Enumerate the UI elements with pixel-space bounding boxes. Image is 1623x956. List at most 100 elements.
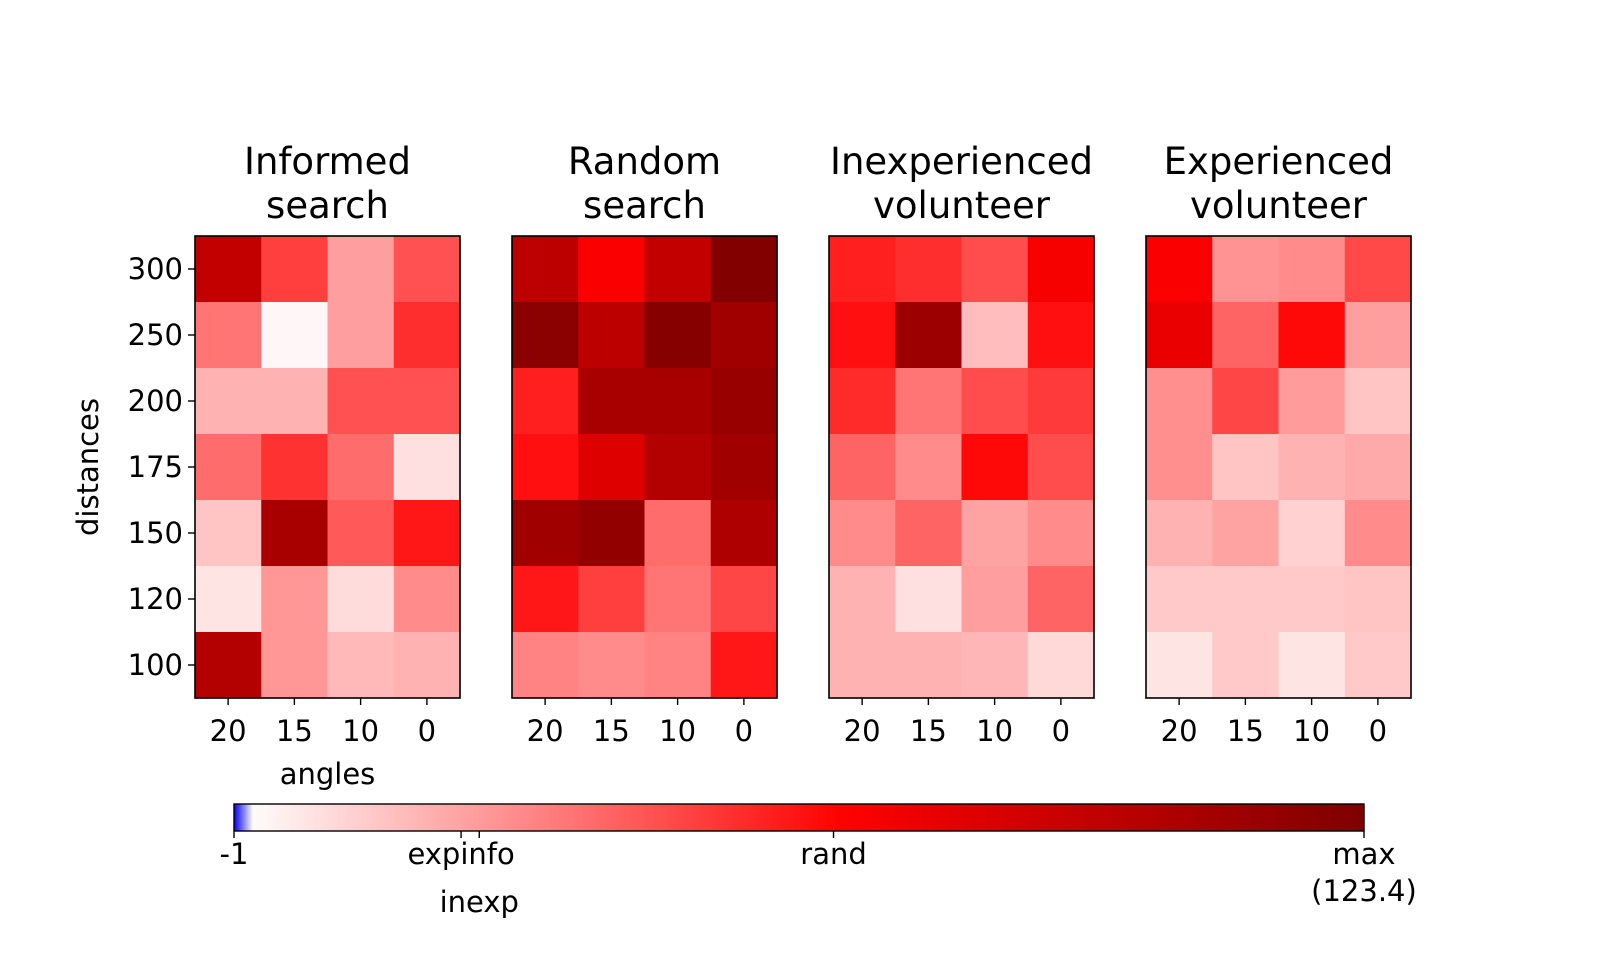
heatmap-cell: [710, 434, 778, 501]
heatmap-cell: [1212, 302, 1280, 369]
heatmap-cell: [1212, 566, 1280, 633]
panel-frame: [1145, 235, 1412, 699]
heatmap-cell: [961, 302, 1029, 369]
heatmap-cell: [1027, 632, 1095, 699]
heatmap-cell: [393, 566, 461, 633]
heatmap-cell: [895, 434, 963, 501]
heatmap-cell: [1278, 302, 1346, 369]
heatmap-cell: [1146, 434, 1213, 501]
heatmap-cell: [578, 500, 646, 567]
heatmap-cell: [327, 302, 395, 369]
heatmap-cell: [327, 500, 395, 567]
colorbar-tick-label-line: inexp: [440, 885, 519, 919]
heatmap-cell: [1278, 434, 1346, 501]
heatmap-cell: [1027, 368, 1095, 435]
heatmap-cell: [261, 632, 329, 699]
colorbar-fill: [234, 804, 1364, 831]
colorbar-tick-label: max (123.4): [1311, 837, 1417, 908]
heatmap-cell: [710, 236, 778, 303]
y-tick-label: 175: [128, 450, 183, 484]
heatmap-cell: [1278, 566, 1346, 633]
x-tick-label: 10: [659, 714, 696, 748]
heatmap-cell: [961, 434, 1029, 501]
x-tick-label: 20: [844, 714, 881, 748]
heatmap-cell: [512, 302, 579, 369]
panel-title-line: search: [266, 184, 389, 227]
y-tick-label: 120: [128, 582, 183, 616]
heatmap-cell: [644, 302, 712, 369]
heatmap-cell: [512, 236, 579, 303]
heatmap-cell: [829, 566, 896, 633]
heatmap-cell: [195, 434, 262, 501]
x-tick-label: 15: [276, 714, 313, 748]
heatmap-cell: [393, 632, 461, 699]
heatmap-cell: [195, 236, 262, 303]
heatmap-cell: [710, 500, 778, 567]
y-tick-label: 200: [128, 384, 183, 418]
heatmap-cell: [895, 302, 963, 369]
heatmap-cell: [327, 632, 395, 699]
heatmap-cell: [327, 566, 395, 633]
y-axis-label: distances: [71, 398, 105, 536]
heatmap-cell: [829, 500, 896, 567]
heatmap-cell: [1278, 632, 1346, 699]
heatmap-cell: [578, 302, 646, 369]
heatmap-cell: [1344, 566, 1412, 633]
heatmap-cell: [961, 368, 1029, 435]
panel-frame: [828, 235, 1095, 699]
y-tick-label: 100: [128, 648, 183, 682]
heatmap-cell: [895, 566, 963, 633]
heatmap-cell: [195, 500, 262, 567]
heatmap-cell: [261, 302, 329, 369]
heatmap-cell: [1212, 236, 1280, 303]
heatmap-cell: [1146, 500, 1213, 567]
heatmap-cell: [578, 236, 646, 303]
colorbar-tick-label-line: rand: [800, 837, 866, 871]
x-tick-label: 0: [735, 714, 753, 748]
panel-frame: [511, 235, 778, 699]
heatmap-cell: [1344, 302, 1412, 369]
heatmap-cell: [393, 368, 461, 435]
heatmap-cell: [195, 368, 262, 435]
heatmap-cell: [961, 236, 1029, 303]
heatmap-cell: [578, 632, 646, 699]
colorbar-frame: [233, 803, 1365, 832]
colorbar-tick-label-line: max: [1332, 837, 1395, 871]
x-tick-label: 15: [1227, 714, 1264, 748]
heatmap-cell: [1212, 368, 1280, 435]
heatmap-cell: [961, 500, 1029, 567]
colorbar-tick-label-line: -1: [220, 837, 249, 871]
x-tick-label: 20: [1161, 714, 1198, 748]
heatmap-cell: [1027, 236, 1095, 303]
heatmap-cell: [327, 368, 395, 435]
heatmap-cell: [578, 566, 646, 633]
heatmap-cell: [393, 500, 461, 567]
colorbar: -1 expinfo inexp rand max (123.4): [220, 803, 1417, 919]
heatmap-cell: [710, 302, 778, 369]
heatmap-cell: [829, 632, 896, 699]
panel-title-line: Experienced: [1164, 140, 1394, 183]
heatmap-cell: [261, 500, 329, 567]
heatmap-cell: [393, 236, 461, 303]
heatmap-cell: [1027, 302, 1095, 369]
heatmap-cell: [829, 434, 896, 501]
heatmap-cell: [1212, 500, 1280, 567]
x-tick-label: 10: [976, 714, 1013, 748]
heatmap-cell: [710, 368, 778, 435]
x-tick-label: 0: [1369, 714, 1387, 748]
colorbar-tick-label: expinfo: [407, 837, 514, 871]
heatmap-cell: [261, 368, 329, 435]
y-tick-label: 300: [128, 252, 183, 286]
x-tick-label: 20: [527, 714, 564, 748]
heatmap-cell: [1212, 434, 1280, 501]
y-tick-label: 250: [128, 318, 183, 352]
heatmap-cell: [261, 236, 329, 303]
heatmap-cell: [1344, 368, 1412, 435]
heatmap-cell: [1344, 236, 1412, 303]
colorbar-tick-label-line: expinfo: [407, 837, 514, 871]
